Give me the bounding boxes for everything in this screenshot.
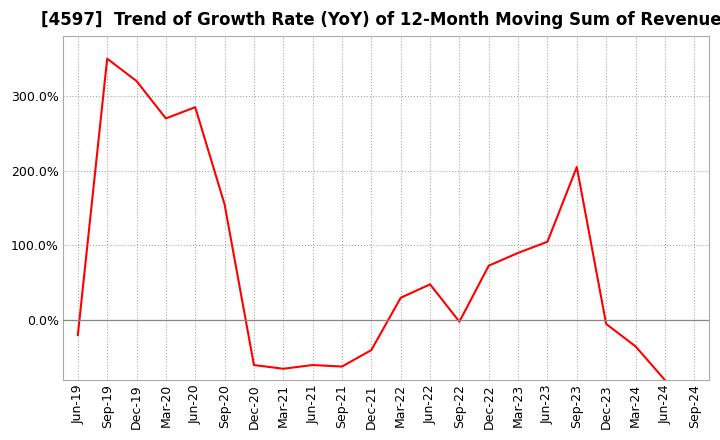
Title: [4597]  Trend of Growth Rate (YoY) of 12-Month Moving Sum of Revenues: [4597] Trend of Growth Rate (YoY) of 12-…	[41, 11, 720, 29]
